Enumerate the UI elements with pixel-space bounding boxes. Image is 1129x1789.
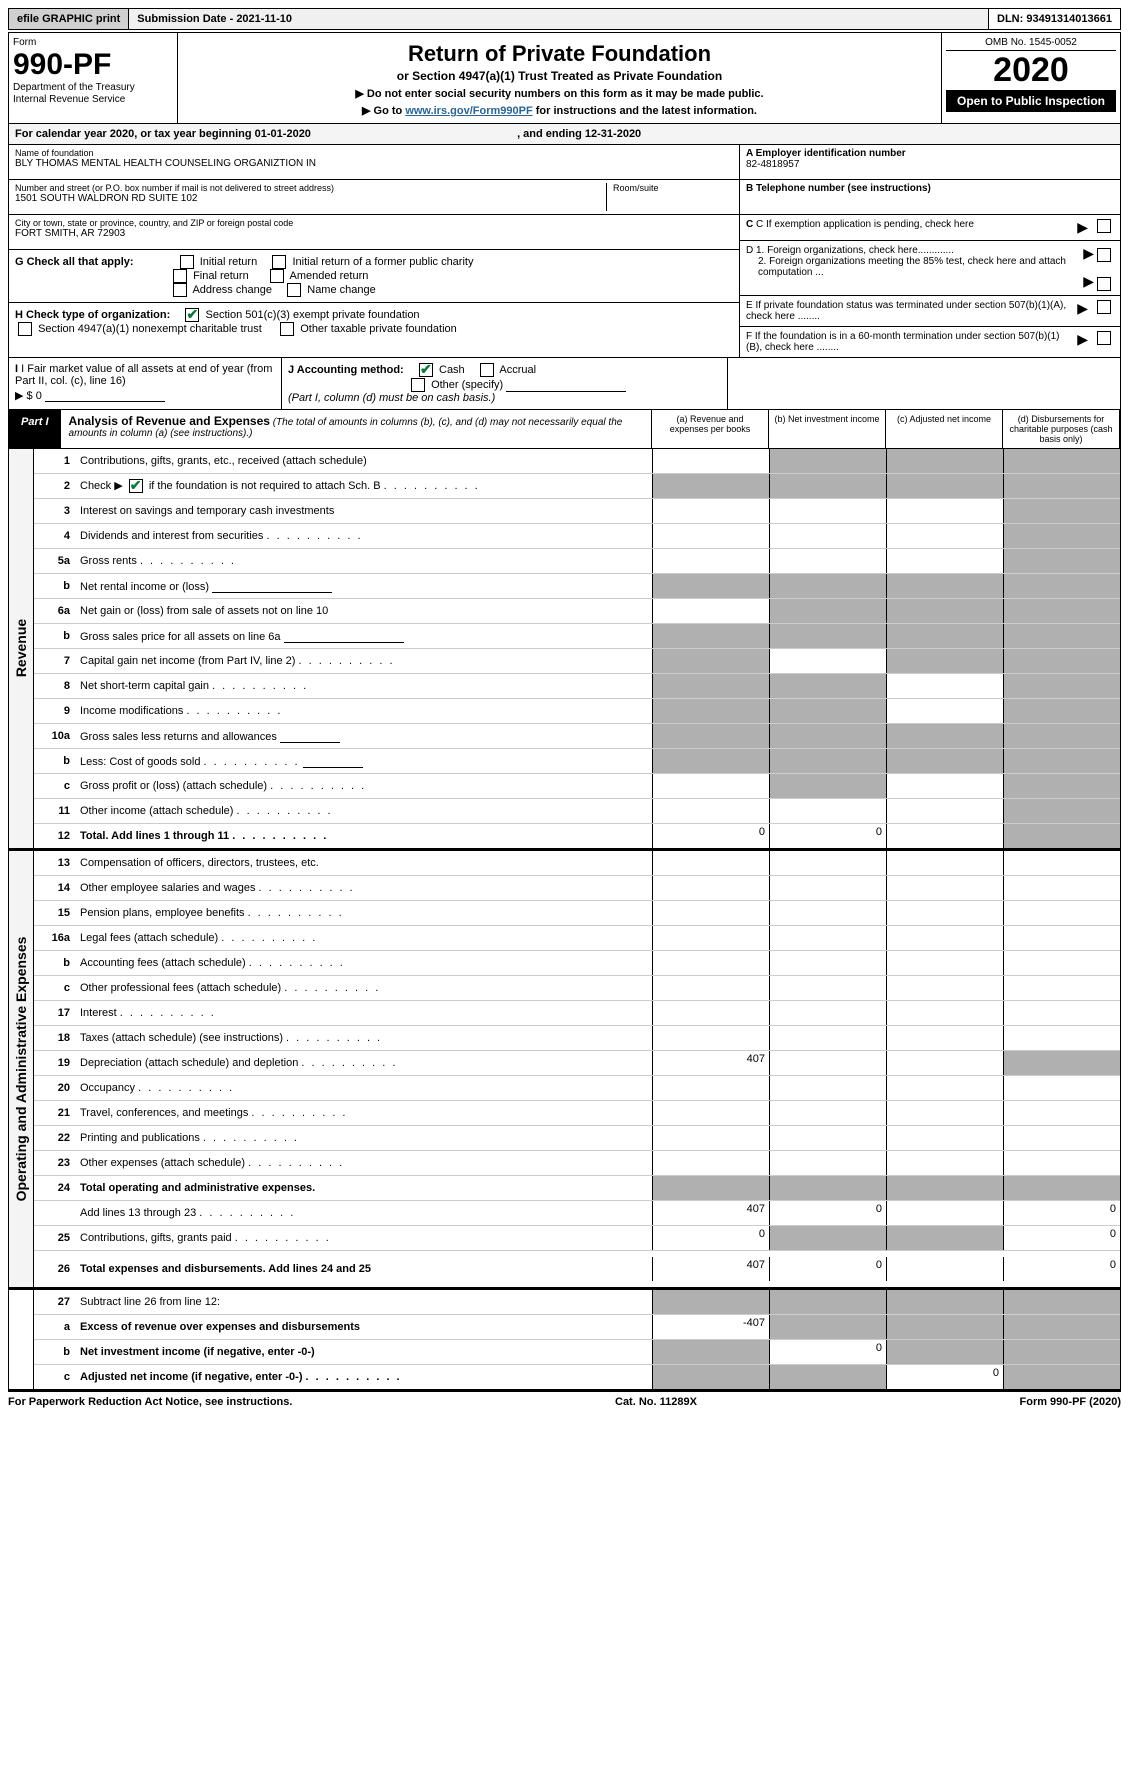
foundation-name-cell: Name of foundation BLY THOMAS MENTAL HEA… <box>9 145 739 180</box>
form-number: 990-PF <box>13 50 173 80</box>
form-subtitle: or Section 4947(a)(1) Trust Treated as P… <box>184 69 935 83</box>
section-f: F If the foundation is in a 60-month ter… <box>740 327 1120 357</box>
revenue-vert-label: Revenue <box>9 449 34 848</box>
checkbox-501c3[interactable] <box>185 308 199 322</box>
note-goto: ▶ Go to www.irs.gov/Form990PF for instru… <box>184 104 935 117</box>
checkbox-amended-return[interactable] <box>270 269 284 283</box>
checkbox-other-taxable[interactable] <box>280 322 294 336</box>
col-d-header: (d) Disbursements for charitable purpose… <box>1002 410 1119 448</box>
entity-info: Name of foundation BLY THOMAS MENTAL HEA… <box>8 145 1121 358</box>
checkbox-initial-former[interactable] <box>272 255 286 269</box>
expenses-vert-label: Operating and Administrative Expenses <box>9 851 34 1287</box>
dept-irs: Internal Revenue Service <box>13 94 173 106</box>
section-i-j: I I Fair market value of all assets at e… <box>8 358 1121 410</box>
open-public-badge: Open to Public Inspection <box>946 90 1116 112</box>
col-b-header: (b) Net investment income <box>768 410 885 448</box>
irs-link[interactable]: www.irs.gov/Form990PF <box>405 105 532 117</box>
checkbox-c[interactable] <box>1097 219 1111 233</box>
page-footer: For Paperwork Reduction Act Notice, see … <box>8 1390 1121 1412</box>
checkbox-name-change[interactable] <box>287 283 301 297</box>
revenue-section: Revenue 1Contributions, gifts, grants, e… <box>8 449 1121 849</box>
top-bar: efile GRAPHIC print Submission Date - 20… <box>8 8 1121 30</box>
section-e: E If private foundation status was termi… <box>740 296 1120 327</box>
checkbox-4947a1[interactable] <box>18 322 32 336</box>
note-ssn: ▶ Do not enter social security numbers o… <box>184 87 935 100</box>
phone-cell: B Telephone number (see instructions) <box>740 180 1120 215</box>
checkbox-sch-b[interactable] <box>129 479 143 493</box>
checkbox-d1[interactable] <box>1097 248 1111 262</box>
footer-formref: Form 990-PF (2020) <box>1020 1396 1121 1408</box>
part1-desc: Analysis of Revenue and Expenses (The to… <box>61 410 651 448</box>
form-header: Form 990-PF Department of the Treasury I… <box>8 32 1121 124</box>
header-right: OMB No. 1545-0052 2020 Open to Public In… <box>942 33 1120 123</box>
form-label: Form <box>13 37 173 48</box>
address-cell: Number and street (or P.O. box number if… <box>9 180 739 215</box>
col-c-header: (c) Adjusted net income <box>885 410 1002 448</box>
checkbox-final-return[interactable] <box>173 269 187 283</box>
checkbox-cash[interactable] <box>419 363 433 377</box>
col-a-header: (a) Revenue and expenses per books <box>651 410 768 448</box>
header-center: Return of Private Foundation or Section … <box>178 33 942 123</box>
section-c: C C If exemption application is pending,… <box>740 215 1120 241</box>
header-left: Form 990-PF Department of the Treasury I… <box>9 33 178 123</box>
city-cell: City or town, state or province, country… <box>9 215 739 250</box>
expenses-section: Operating and Administrative Expenses 13… <box>8 849 1121 1288</box>
submission-date: Submission Date - 2021-11-10 <box>129 9 989 29</box>
ein-cell: A Employer identification number 82-4818… <box>740 145 1120 180</box>
checkbox-d2[interactable] <box>1097 277 1111 291</box>
dln: DLN: 93491314013661 <box>989 9 1120 29</box>
footer-paperwork: For Paperwork Reduction Act Notice, see … <box>8 1396 292 1408</box>
section-d: D 1. Foreign organizations, check here..… <box>740 241 1120 296</box>
omb-number: OMB No. 1545-0052 <box>946 37 1116 51</box>
section-g: G Check all that apply: Initial return I… <box>9 250 739 303</box>
section-h: H Check type of organization: Section 50… <box>9 303 739 341</box>
checkbox-e[interactable] <box>1097 300 1111 314</box>
line27-section: 27Subtract line 26 from line 12: aExcess… <box>8 1288 1121 1390</box>
part1-label: Part I <box>9 410 61 448</box>
tax-year: 2020 <box>946 51 1116 90</box>
checkbox-other-method[interactable] <box>411 378 425 392</box>
checkbox-initial-return[interactable] <box>180 255 194 269</box>
form-title: Return of Private Foundation <box>184 41 935 67</box>
efile-print-button[interactable]: efile GRAPHIC print <box>9 9 129 29</box>
footer-catno: Cat. No. 11289X <box>615 1396 697 1408</box>
checkbox-f[interactable] <box>1097 331 1111 345</box>
part1-header: Part I Analysis of Revenue and Expenses … <box>8 410 1121 449</box>
fmv-value: ▶ $ 0 <box>15 390 42 402</box>
calendar-year-row: For calendar year 2020, or tax year begi… <box>8 124 1121 145</box>
checkbox-accrual[interactable] <box>480 363 494 377</box>
dept-treasury: Department of the Treasury <box>13 82 173 94</box>
checkbox-address-change[interactable] <box>173 283 187 297</box>
